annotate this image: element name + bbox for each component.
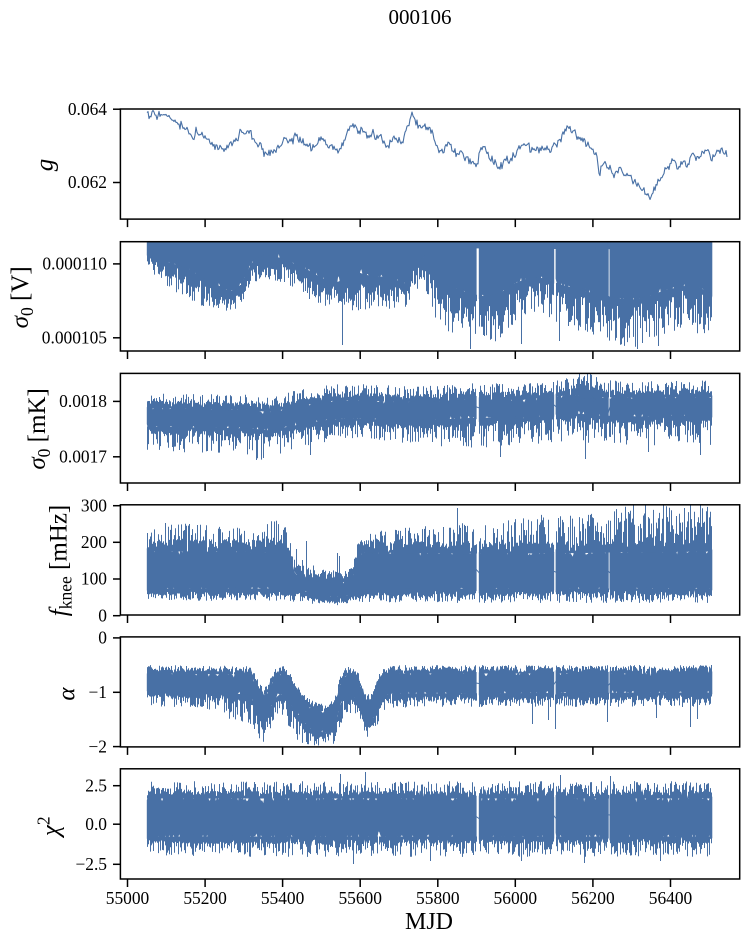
svg-text:200: 200 [81,532,107,552]
svg-text:g: g [32,159,59,172]
svg-text:0.062: 0.062 [68,172,107,192]
svg-text:MJD: MJD [405,909,453,935]
svg-text:−2: −2 [88,736,107,756]
svg-text:σ0 [V]: σ0 [V] [7,266,37,328]
svg-text:55200: 55200 [183,888,227,908]
svg-text:0.064: 0.064 [68,99,107,119]
svg-text:300: 300 [81,495,107,515]
svg-text:55400: 55400 [261,888,305,908]
svg-text:56000: 56000 [494,888,538,908]
svg-text:0: 0 [98,605,107,625]
svg-text:0.000105: 0.000105 [42,328,108,348]
svg-text:56200: 56200 [571,888,615,908]
svg-text:56400: 56400 [649,888,693,908]
svg-text:0.0017: 0.0017 [59,447,107,467]
svg-text:2.5: 2.5 [85,775,107,795]
svg-text:0.0018: 0.0018 [59,391,107,411]
svg-text:0: 0 [98,628,107,648]
svg-text:000106: 000106 [389,5,452,29]
svg-text:55600: 55600 [338,888,382,908]
svg-text:fknee [mHz]: fknee [mHz] [46,505,76,617]
svg-text:55000: 55000 [106,888,150,908]
svg-text:55800: 55800 [416,888,460,908]
svg-text:−2.5: −2.5 [75,854,107,874]
svg-text:−1: −1 [88,682,107,702]
svg-text:σ0 [mK]: σ0 [mK] [24,388,54,470]
svg-text:0.000110: 0.000110 [42,254,107,274]
svg-text:χ2: χ2 [34,816,65,838]
svg-text:α: α [53,687,80,701]
svg-text:100: 100 [81,569,107,589]
svg-text:0.0: 0.0 [85,814,107,834]
